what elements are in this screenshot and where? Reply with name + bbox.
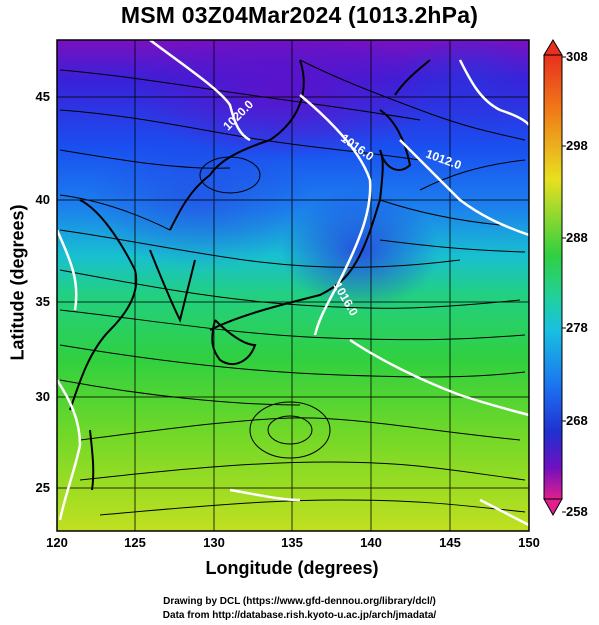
colorbar-tick-278: 278 — [566, 320, 588, 335]
y-tick-40: 40 — [35, 192, 50, 207]
credit-data: Data from http://database.rish.kyoto-u.a… — [162, 610, 437, 621]
colorbar-tick-268: 268 — [566, 413, 588, 428]
y-tick-25: 25 — [35, 480, 50, 495]
chart-title: MSM 03Z04Mar2024 (1013.2hPa) — [120, 2, 479, 28]
x-tick-125: 125 — [124, 535, 146, 550]
x-tick-135: 135 — [281, 535, 303, 550]
x-axis-label: Longitude (degrees) — [205, 558, 379, 578]
wind-streamlines — [59, 59, 526, 516]
plot-frame — [56, 39, 530, 532]
colorbar-min-triangle — [543, 498, 563, 517]
colorbar — [543, 39, 566, 517]
colorbar-tick-308: 308 — [566, 49, 588, 64]
x-tick-120: 120 — [46, 535, 68, 550]
x-tick-150: 150 — [518, 535, 540, 550]
isobars — [57, 40, 529, 527]
coastlines — [69, 59, 431, 491]
y-tick-35: 35 — [35, 294, 50, 309]
x-tick-130: 130 — [203, 535, 225, 550]
colorbar-tick-258: 258 — [566, 504, 588, 519]
colorbar-max-triangle — [543, 39, 563, 56]
x-tick-140: 140 — [360, 535, 382, 550]
x-tick-145: 145 — [439, 535, 461, 550]
y-tick-45: 45 — [35, 89, 50, 104]
credit-drawing: Drawing by DCL (https://www.gfd-dennou.o… — [163, 596, 436, 607]
colorbar-tick-298: 298 — [566, 138, 588, 153]
colorbar-tick-288: 288 — [566, 230, 588, 245]
y-tick-30: 30 — [35, 389, 50, 404]
